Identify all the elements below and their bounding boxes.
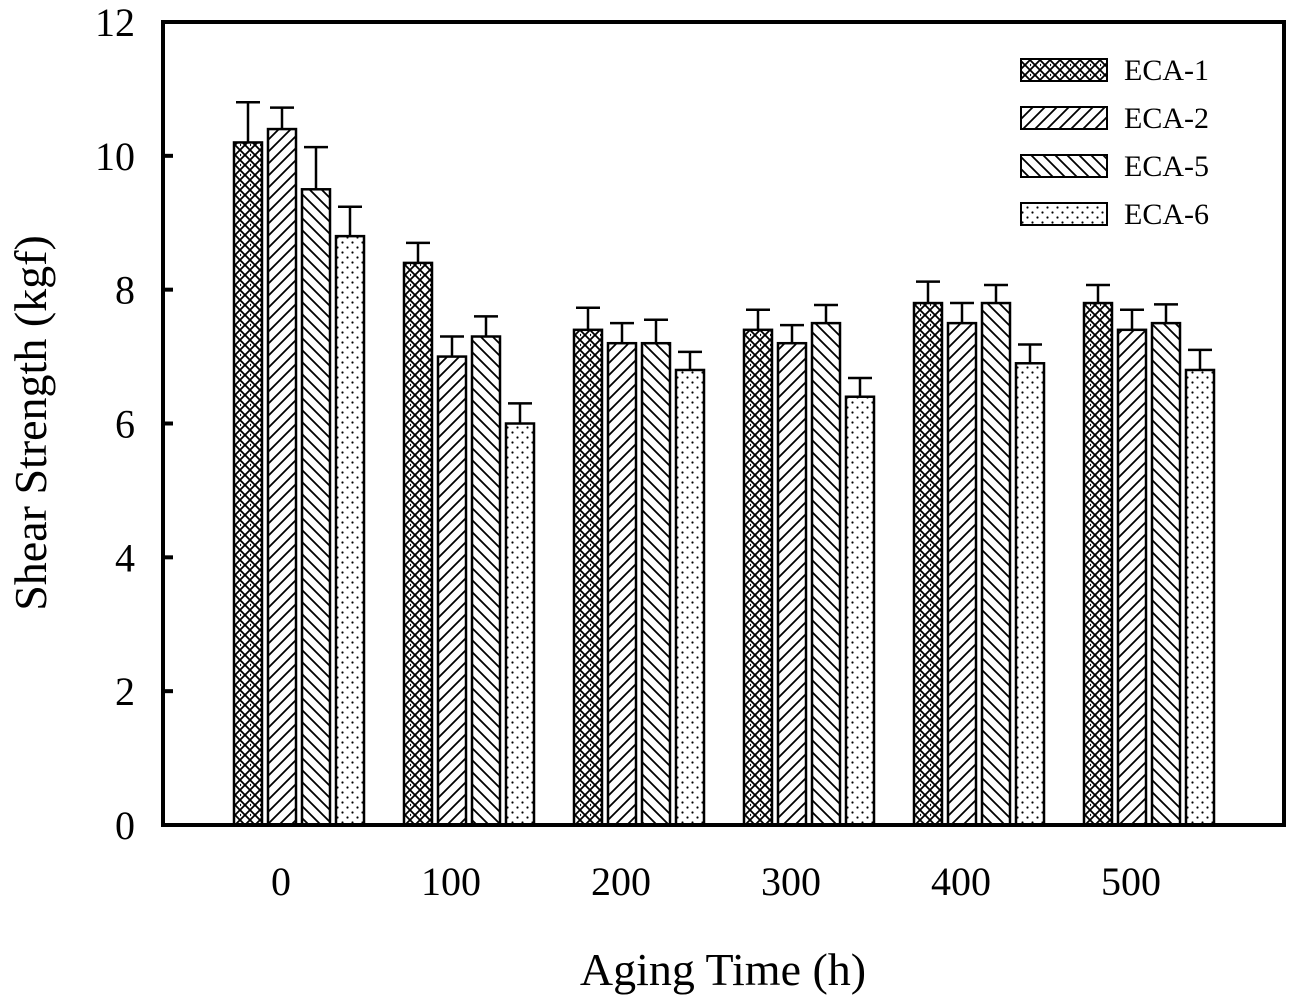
error-bar-eca-2-300 [780, 323, 804, 344]
bar-eca-6-100 [504, 422, 536, 827]
bar-eca-2-100 [436, 355, 468, 827]
legend-item-eca-6: ECA-6 [1020, 198, 1209, 231]
bar-eca-1-0 [232, 141, 264, 827]
error-bar-eca-2-500 [1120, 308, 1144, 330]
legend-swatch [1020, 202, 1108, 226]
error-bar-eca-6-300 [848, 376, 872, 397]
error-bar-eca-1-0 [236, 101, 260, 143]
error-bar-eca-1-400 [916, 280, 940, 304]
x-tick-label: 100 [421, 859, 481, 904]
bar-eca-5-500 [1150, 321, 1182, 827]
error-bar-eca-1-300 [746, 308, 770, 330]
bar-eca-2-500 [1116, 328, 1148, 827]
bar-eca-5-200 [640, 341, 672, 827]
bars [232, 127, 1216, 827]
y-tick-label: 6 [115, 402, 135, 447]
error-bar-eca-5-0 [304, 145, 328, 190]
legend-swatch [1020, 106, 1108, 130]
bar-eca-5-300 [810, 321, 842, 827]
bar-eca-2-300 [776, 341, 808, 827]
error-bar-eca-1-500 [1086, 283, 1110, 304]
error-bar-eca-6-400 [1018, 343, 1042, 364]
bar-eca-2-0 [266, 127, 298, 827]
error-bar-eca-5-400 [984, 283, 1008, 304]
error-bar-eca-2-200 [610, 321, 634, 344]
bar-eca-6-500 [1184, 368, 1216, 827]
error-bar-eca-6-0 [338, 205, 362, 237]
error-bars [236, 101, 1212, 424]
bar-eca-2-200 [606, 341, 638, 827]
error-bar-eca-6-500 [1188, 348, 1212, 370]
legend-swatch [1020, 58, 1108, 82]
error-bar-eca-5-200 [644, 318, 668, 344]
error-bar-eca-2-400 [950, 301, 974, 324]
x-axis-title: Aging Time (h) [580, 944, 866, 995]
legend-label: ECA-6 [1124, 198, 1209, 231]
x-tick-label: 0 [271, 859, 291, 904]
bar-eca-1-100 [402, 261, 434, 827]
bar-eca-6-200 [674, 368, 706, 827]
error-bar-eca-1-100 [406, 241, 430, 263]
bar-eca-1-300 [742, 328, 774, 827]
legend-item-eca-2: ECA-2 [1020, 102, 1209, 135]
bar-eca-1-500 [1082, 301, 1114, 827]
x-tick-label: 300 [761, 859, 821, 904]
error-bar-eca-5-300 [814, 303, 838, 324]
bar-eca-5-0 [300, 188, 332, 827]
legend-item-eca-1: ECA-1 [1020, 54, 1209, 87]
bar-eca-2-400 [946, 321, 978, 827]
x-tick-label: 500 [1101, 859, 1161, 904]
legend-label: ECA-1 [1124, 54, 1209, 87]
bar-eca-5-100 [470, 335, 502, 827]
y-tick-label: 4 [115, 535, 135, 580]
bar-eca-6-0 [334, 234, 366, 827]
y-axis: 0 2 4 6 8 10 12 [95, 0, 173, 848]
error-bar-eca-2-0 [270, 106, 294, 130]
bar-eca-6-400 [1014, 362, 1046, 827]
bar-eca-6-300 [844, 395, 876, 827]
y-tick-label: 8 [115, 268, 135, 313]
x-axis: 0 100 200 300 400 500 [271, 859, 1161, 904]
y-axis-title: Shear Strength (kgf) [5, 235, 56, 611]
x-tick-label: 400 [931, 859, 991, 904]
y-tick-label: 0 [115, 803, 135, 848]
legend: ECA-1 ECA-2 ECA-5 ECA-6 [1020, 54, 1209, 231]
bar-eca-5-400 [980, 301, 1012, 827]
legend-label: ECA-2 [1124, 102, 1209, 135]
y-tick-label: 10 [95, 134, 135, 179]
error-bar-eca-1-200 [576, 306, 600, 330]
bar-eca-1-400 [912, 301, 944, 827]
legend-swatch [1020, 154, 1108, 178]
y-tick-label: 2 [115, 669, 135, 714]
y-tick-label: 12 [95, 0, 135, 45]
bar-eca-1-200 [572, 328, 604, 827]
x-tick-label: 200 [591, 859, 651, 904]
legend-item-eca-5: ECA-5 [1020, 150, 1209, 183]
error-bar-eca-2-100 [440, 335, 464, 357]
error-bar-eca-5-100 [474, 315, 498, 337]
error-bar-eca-6-100 [508, 402, 532, 424]
error-bar-eca-6-200 [678, 350, 702, 370]
error-bar-eca-5-500 [1154, 303, 1178, 324]
legend-label: ECA-5 [1124, 150, 1209, 183]
